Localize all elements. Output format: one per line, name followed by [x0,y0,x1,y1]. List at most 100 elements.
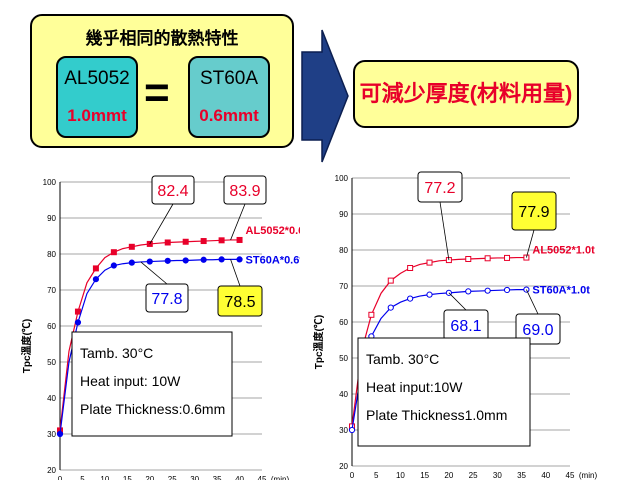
x-tick-label: 20 [145,475,154,480]
data-point [484,255,491,262]
y-tick-label: 100 [43,178,57,187]
y-axis-label: Tpc溫度(℃) [20,319,33,373]
info-line: Tamb. 30°C [80,345,153,361]
data-point [146,258,153,265]
equals-sign: = [144,68,170,117]
data-point [407,295,414,302]
x-tick-label: 35 [517,471,526,480]
x-tick-label: 40 [235,475,244,480]
result-text: 可減少厚度(材料用量) [359,81,573,106]
data-point [218,237,225,244]
y-tick-label: 40 [339,390,348,399]
data-point [407,265,414,271]
callout-value: 68.1 [450,318,481,335]
callout-leader [439,201,450,261]
y-tick-label: 50 [339,354,348,363]
y-tick-label: 50 [47,358,56,367]
result-panel: 可減少厚度(材料用量) [353,60,579,128]
x-tick-label: 0 [350,471,355,480]
series-line [351,256,527,427]
st60a-name: ST60A [199,68,259,89]
data-point [465,288,472,295]
callout-box [515,313,561,345]
data-point [164,257,171,264]
info-line: Heat input: 10W [80,373,181,389]
data-point [236,236,243,243]
info-box [357,337,531,447]
data-point [110,262,117,269]
y-tick-label: 90 [339,210,348,219]
series-label: ST60A*1.0t [532,285,590,297]
data-point [92,276,100,283]
data-point [164,239,171,246]
data-point [74,319,82,326]
y-tick-label: 60 [339,318,348,327]
y-tick-label: 20 [47,466,56,475]
data-point [387,277,394,284]
data-point [128,243,135,250]
st60a-thickness: 0.6mmt [199,106,259,125]
callout-box [217,285,263,317]
callout-value: 82.4 [157,183,188,200]
data-point [387,304,394,311]
data-point [368,311,375,318]
data-point [426,259,433,266]
y-tick-label: 70 [47,286,56,295]
callout-leader [230,259,241,287]
callout-leader [230,203,246,241]
x-tick-label: 25 [469,471,478,480]
callout-box [223,175,267,205]
data-point [110,249,117,256]
data-point [182,257,189,264]
chart-left: 20 30 40 50 60 70 80 90 100 0 5 10 15 20 25 30 35 40 45 (mi… [20,175,300,480]
y-tick-label: 30 [339,426,348,435]
al5052-name: AL5052 [64,68,130,89]
callout-value: 69.0 [522,322,553,339]
al5052-thickness: 1.0mmt [67,106,127,125]
arrow-right-icon [301,29,349,163]
data-point [348,426,356,434]
y-tick-label: 80 [339,246,348,255]
data-point [56,430,64,438]
callout-leader [526,229,535,258]
x-tick-label: 10 [396,471,405,480]
comparison-panel: 幾乎相同的散熱特性 AL5052 1.0mmt = ST60A 0.6mmt [30,14,294,148]
info-line: Heat input:10W [366,379,463,395]
chart-right: 20 30 40 50 60 70 80 90 100 0 5 10 15 20 25 30 35 40 45 (mi… [312,171,597,480]
y-tick-label: 90 [47,214,56,223]
panel-title: 幾乎相同的散熱特性 [85,29,239,48]
x-tick-label: 35 [213,475,222,480]
data-point [523,286,530,293]
data-point [74,308,81,315]
x-tick-label: 0 [58,475,63,480]
callout-value: 83.9 [229,183,260,200]
info-line: Plate Thickness:0.6mm [80,401,225,417]
data-point [504,254,511,261]
data-point [200,238,207,245]
data-point [465,256,472,262]
x-tick-label: 10 [100,475,109,480]
x-axis-label: (min) [271,475,290,480]
x-tick-label: 5 [374,471,379,480]
callout-value: 78.5 [224,294,255,311]
info-line: Tamb. 30°C [366,351,439,367]
callout-box [145,283,189,313]
callout-value: 77.2 [424,180,455,197]
y-tick-label: 40 [47,394,56,403]
data-point [200,256,207,263]
x-tick-label: 45 [566,471,575,480]
data-point [128,259,135,266]
x-tick-label: 30 [190,475,199,480]
series-label: ST60A*0.6t [246,254,300,266]
callout-leader [140,261,168,285]
callout-leader [448,292,467,311]
series-line [351,288,527,431]
data-point [182,238,189,245]
series-label: AL5052*1.0t [532,245,595,257]
callout-box [511,191,557,231]
callout-value: 77.8 [151,291,182,308]
y-tick-label: 80 [47,250,56,259]
callout-value: 77.9 [518,204,549,221]
y-tick-label: 70 [339,282,348,291]
data-point [503,286,511,294]
